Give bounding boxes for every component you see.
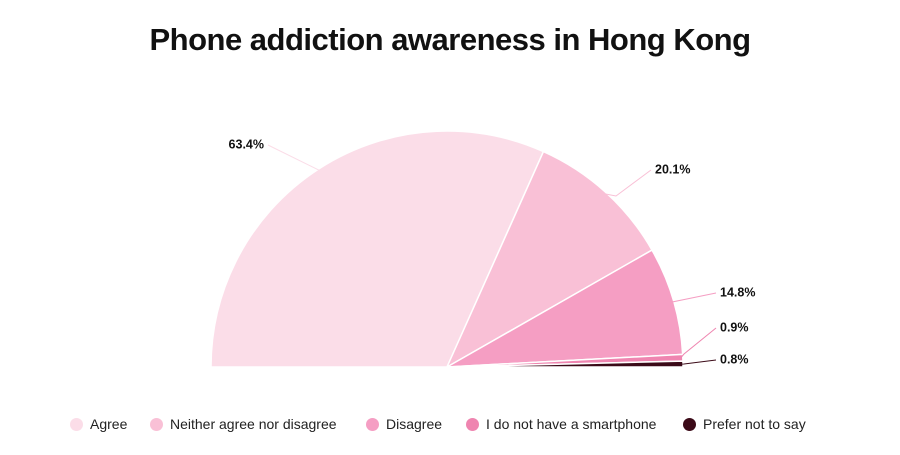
pie-slice-2 [445,150,654,369]
data-label-4: 0.9% [720,320,749,334]
legend-swatch-1 [70,417,83,431]
legend-swatch-5 [683,417,696,431]
pie-slices [210,130,684,369]
legend-swatch-4 [466,417,479,431]
legend-label-3: Disagree [386,416,443,432]
legend-label-4: I do not have a smartphone [486,416,657,432]
legend-item-2: Neither agree nor disagree [150,413,337,435]
data-label-2: 20.1% [655,162,690,176]
leader-line-1 [267,144,321,172]
legend-label-5: Prefer not to say [703,416,806,432]
leader-lines [267,144,717,365]
leader-line-2 [604,169,652,197]
legend-swatch-2 [150,417,163,431]
legend-item-4: I do not have a smartphone [466,413,656,435]
data-label-1: 63.4% [229,137,264,151]
legend-item-1: Agree [70,413,127,435]
leader-line-5 [680,359,717,365]
legend-swatch-3 [366,417,379,431]
legend-label-2: Neither agree nor disagree [170,416,337,432]
legend-item-5: Prefer not to say [683,413,806,435]
legend-label-1: Agree [90,416,128,432]
leader-line-4 [680,327,717,359]
pie-slice-1 [210,130,545,368]
legend-item-3: Disagree [366,413,442,435]
data-label-5: 0.8% [720,352,749,366]
leader-line-3 [671,292,717,303]
data-labels: 63.4% 20.1% 14.8% 0.9% 0.8% [229,137,756,366]
pie-slice-3 [446,249,684,368]
data-label-3: 14.8% [720,285,755,299]
chart-title: Phone addiction awareness in Hong Kong [149,22,751,57]
legend: Agree Neither agree nor disagree Disagree I… [0,413,900,435]
